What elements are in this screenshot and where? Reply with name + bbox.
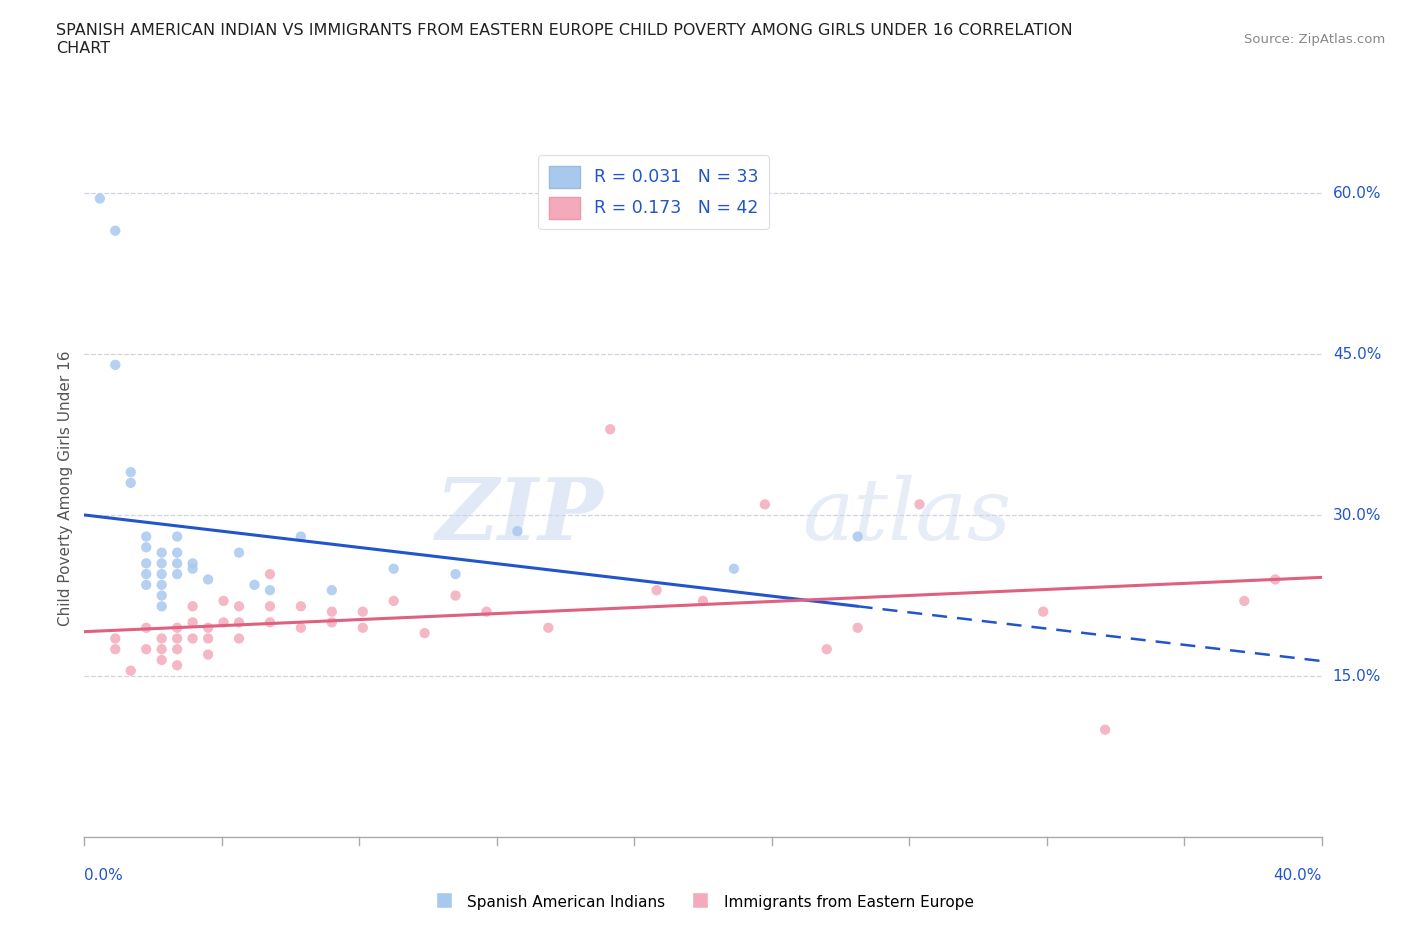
Point <box>135 620 157 635</box>
Point <box>1264 572 1286 587</box>
Point <box>150 578 173 592</box>
Point <box>135 539 157 554</box>
Point <box>228 631 250 646</box>
Point <box>181 599 204 614</box>
Point <box>537 620 560 635</box>
Point <box>150 556 173 571</box>
Point <box>228 599 250 614</box>
Point <box>166 631 188 646</box>
Point <box>150 588 173 603</box>
Legend: R = 0.031   N = 33, R = 0.173   N = 42: R = 0.031 N = 33, R = 0.173 N = 42 <box>538 155 769 230</box>
Point <box>166 545 188 560</box>
Point <box>444 588 467 603</box>
Point <box>212 593 235 608</box>
Point <box>181 615 204 630</box>
Point <box>104 642 127 657</box>
Point <box>197 631 219 646</box>
Point <box>1233 593 1256 608</box>
Point <box>228 545 250 560</box>
Point <box>290 529 312 544</box>
Point <box>645 583 668 598</box>
Text: 60.0%: 60.0% <box>1333 186 1381 201</box>
Point <box>259 599 281 614</box>
Point <box>135 566 157 581</box>
Point <box>104 223 127 238</box>
Point <box>166 529 188 544</box>
Point <box>150 631 173 646</box>
Point <box>259 615 281 630</box>
Y-axis label: Child Poverty Among Girls Under 16: Child Poverty Among Girls Under 16 <box>58 351 73 626</box>
Point <box>166 556 188 571</box>
Point <box>846 529 869 544</box>
Point <box>692 593 714 608</box>
Point <box>290 620 312 635</box>
Point <box>723 562 745 577</box>
Point <box>104 631 127 646</box>
Point <box>150 566 173 581</box>
Point <box>444 566 467 581</box>
Text: 0.0%: 0.0% <box>84 868 124 883</box>
Point <box>382 593 405 608</box>
Point <box>352 604 374 619</box>
Point <box>754 497 776 512</box>
Point <box>166 620 188 635</box>
Point <box>321 583 343 598</box>
Point <box>181 562 204 577</box>
Text: 30.0%: 30.0% <box>1333 508 1381 523</box>
Point <box>413 626 436 641</box>
Point <box>181 556 204 571</box>
Point <box>212 615 235 630</box>
Point <box>908 497 931 512</box>
Point <box>150 653 173 668</box>
Point <box>150 545 173 560</box>
Point <box>135 529 157 544</box>
Point <box>197 620 219 635</box>
Point <box>197 572 219 587</box>
Point <box>150 599 173 614</box>
Point <box>321 615 343 630</box>
Point <box>120 663 142 678</box>
Text: SPANISH AMERICAN INDIAN VS IMMIGRANTS FROM EASTERN EUROPE CHILD POVERTY AMONG GI: SPANISH AMERICAN INDIAN VS IMMIGRANTS FR… <box>56 23 1073 56</box>
Text: Source: ZipAtlas.com: Source: ZipAtlas.com <box>1244 33 1385 46</box>
Point <box>290 599 312 614</box>
Text: atlas: atlas <box>801 475 1011 557</box>
Point <box>197 647 219 662</box>
Point <box>135 642 157 657</box>
Point <box>166 642 188 657</box>
Point <box>104 357 127 372</box>
Text: 40.0%: 40.0% <box>1274 868 1322 883</box>
Legend: Spanish American Indians, Immigrants from Eastern Europe: Spanish American Indians, Immigrants fro… <box>426 887 980 918</box>
Point <box>89 191 111 206</box>
Point <box>135 556 157 571</box>
Point <box>120 465 142 480</box>
Point <box>166 658 188 672</box>
Point <box>815 642 838 657</box>
Point <box>259 583 281 598</box>
Point <box>1094 723 1116 737</box>
Text: 45.0%: 45.0% <box>1333 347 1381 362</box>
Point <box>243 578 266 592</box>
Point <box>475 604 498 619</box>
Point <box>259 566 281 581</box>
Point <box>228 615 250 630</box>
Point <box>599 422 621 437</box>
Point <box>166 566 188 581</box>
Point <box>150 642 173 657</box>
Point <box>120 475 142 490</box>
Point <box>506 524 529 538</box>
Point <box>352 620 374 635</box>
Text: ZIP: ZIP <box>436 474 605 558</box>
Text: 15.0%: 15.0% <box>1333 669 1381 684</box>
Point <box>321 604 343 619</box>
Point <box>382 562 405 577</box>
Point <box>181 631 204 646</box>
Point <box>135 578 157 592</box>
Point <box>846 620 869 635</box>
Point <box>1032 604 1054 619</box>
